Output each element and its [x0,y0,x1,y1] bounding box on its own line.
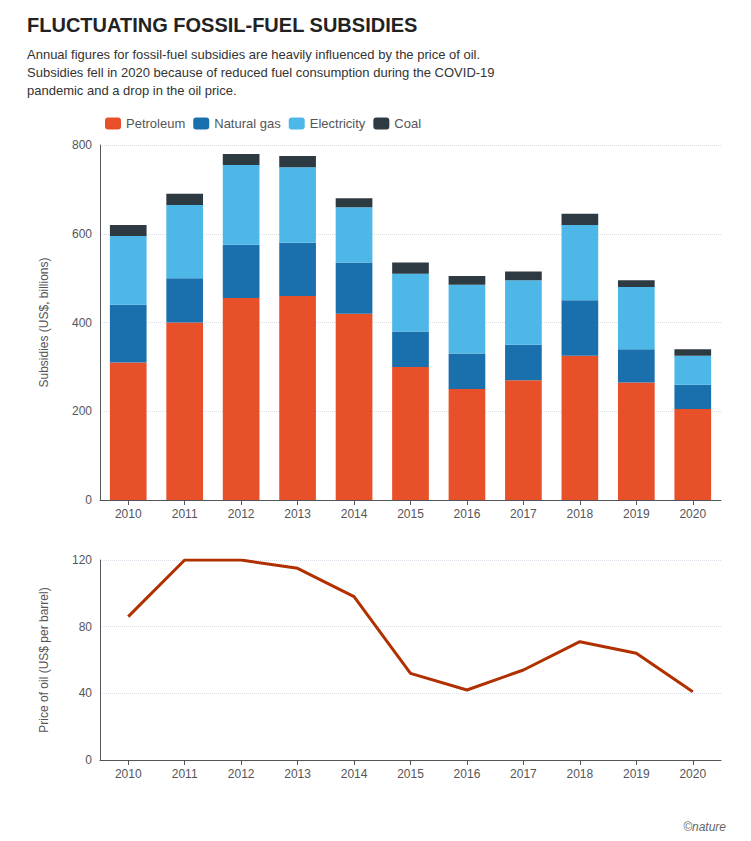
svg-text:2014: 2014 [341,767,368,781]
svg-text:2010: 2010 [115,507,142,521]
svg-text:Subsidies (US$, billions): Subsidies (US$, billions) [37,257,51,387]
svg-text:2013: 2013 [284,507,311,521]
svg-text:0: 0 [85,753,92,767]
svg-text:Subsidies fell in 2020 because: Subsidies fell in 2020 because of reduce… [27,65,495,80]
svg-text:2015: 2015 [397,767,424,781]
svg-text:80: 80 [79,620,93,634]
svg-text:2019: 2019 [623,507,650,521]
svg-text:2010: 2010 [115,767,142,781]
svg-text:2014: 2014 [341,507,368,521]
svg-text:©nature: ©nature [683,820,726,834]
svg-text:0: 0 [85,493,92,507]
svg-text:2020: 2020 [679,767,706,781]
svg-text:2012: 2012 [228,767,255,781]
svg-text:Price of oil (US$ per barrel): Price of oil (US$ per barrel) [37,587,51,732]
svg-text:400: 400 [72,316,92,330]
svg-text:2020: 2020 [679,507,706,521]
svg-text:2012: 2012 [228,507,255,521]
svg-text:FLUCTUATING FOSSIL-FUEL SUBSID: FLUCTUATING FOSSIL-FUEL SUBSIDIES [27,14,417,36]
svg-text:40: 40 [79,686,93,700]
svg-text:2016: 2016 [454,507,481,521]
svg-text:2017: 2017 [510,507,537,521]
svg-text:Annual figures for fossil-fuel: Annual figures for fossil-fuel subsidies… [27,47,480,62]
svg-text:Coal: Coal [394,116,421,131]
svg-text:800: 800 [72,138,92,152]
svg-text:Petroleum: Petroleum [126,116,185,131]
svg-text:200: 200 [72,404,92,418]
svg-text:2011: 2011 [172,507,198,521]
svg-text:2013: 2013 [284,767,311,781]
svg-text:Natural gas: Natural gas [214,116,281,131]
svg-text:2011: 2011 [172,767,198,781]
svg-text:2017: 2017 [510,767,537,781]
svg-text:pandemic and a drop in the oil: pandemic and a drop in the oil price. [27,83,237,98]
svg-text:120: 120 [72,553,92,567]
svg-text:2019: 2019 [623,767,650,781]
svg-text:2018: 2018 [567,767,594,781]
svg-text:2015: 2015 [397,507,424,521]
svg-text:600: 600 [72,227,92,241]
svg-text:Electricity: Electricity [310,116,366,131]
svg-text:2016: 2016 [454,767,481,781]
svg-text:2018: 2018 [567,507,594,521]
